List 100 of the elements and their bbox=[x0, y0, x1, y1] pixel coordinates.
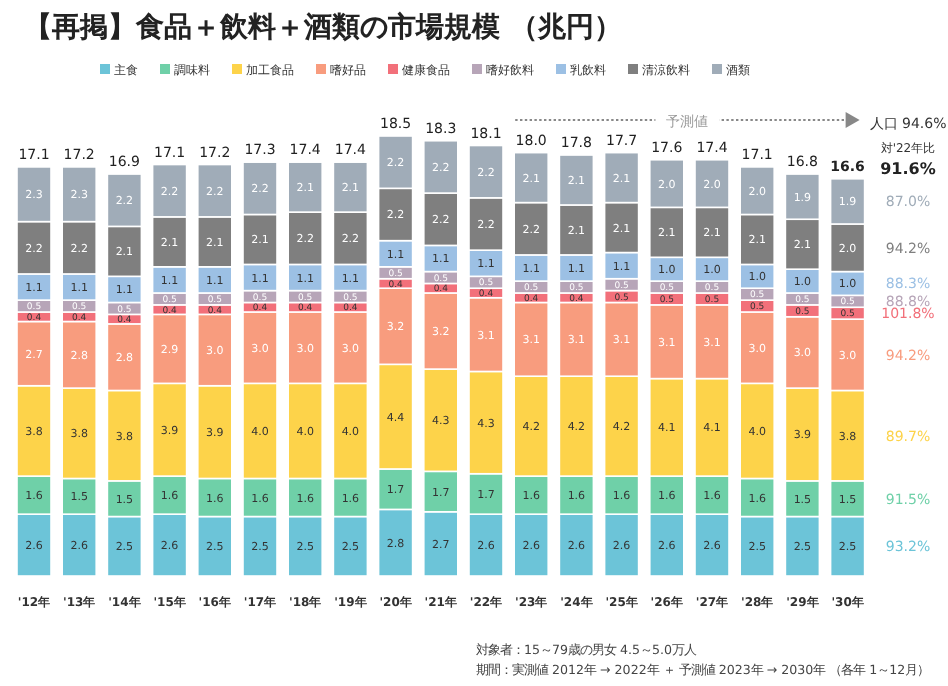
bar bbox=[287, 211, 323, 266]
bar bbox=[649, 475, 685, 515]
bar bbox=[106, 323, 143, 392]
bar bbox=[151, 313, 188, 385]
bar bbox=[829, 223, 866, 273]
bar bbox=[332, 311, 369, 385]
bar bbox=[603, 251, 640, 280]
bar bbox=[197, 216, 233, 268]
bar bbox=[784, 315, 821, 389]
bar bbox=[423, 368, 459, 473]
bar bbox=[151, 163, 188, 218]
bar bbox=[558, 301, 595, 378]
bar bbox=[649, 304, 685, 380]
bar bbox=[287, 161, 323, 213]
bar bbox=[197, 515, 233, 577]
bar bbox=[739, 311, 775, 385]
bar bbox=[513, 151, 549, 204]
bar bbox=[377, 508, 414, 577]
bar bbox=[513, 513, 549, 577]
bar bbox=[16, 273, 52, 301]
bar bbox=[649, 513, 685, 577]
bar bbox=[61, 220, 97, 275]
bar bbox=[151, 513, 188, 577]
chart-title: 【再掲】食品＋飲料＋酒類の市場規模 （兆円） bbox=[24, 10, 622, 44]
bar bbox=[106, 225, 143, 278]
bar bbox=[287, 515, 323, 577]
bar bbox=[151, 382, 188, 477]
bar bbox=[468, 472, 504, 515]
bar bbox=[558, 513, 595, 577]
bar bbox=[16, 475, 52, 515]
bar bbox=[377, 287, 414, 366]
bar bbox=[197, 384, 233, 480]
bar bbox=[513, 254, 549, 282]
bar bbox=[106, 173, 143, 228]
bar bbox=[106, 515, 143, 577]
bar bbox=[784, 173, 821, 221]
bar bbox=[603, 151, 640, 204]
bar bbox=[829, 318, 866, 392]
bar bbox=[242, 382, 278, 480]
bar bbox=[377, 468, 414, 511]
bar bbox=[513, 301, 549, 378]
bar bbox=[829, 178, 866, 225]
bar bbox=[332, 211, 369, 266]
bar bbox=[558, 204, 595, 256]
bar bbox=[694, 304, 730, 380]
bar bbox=[287, 263, 323, 292]
bar bbox=[287, 477, 323, 518]
bar bbox=[61, 166, 97, 223]
bar bbox=[106, 389, 143, 482]
bar bbox=[468, 249, 504, 278]
bar bbox=[694, 206, 730, 259]
bar bbox=[61, 273, 97, 301]
bar bbox=[423, 292, 459, 370]
bar bbox=[468, 370, 504, 475]
bar bbox=[287, 382, 323, 480]
bar bbox=[242, 161, 278, 216]
bar bbox=[468, 296, 504, 373]
bar bbox=[739, 382, 775, 480]
bar bbox=[423, 510, 459, 577]
bar bbox=[16, 166, 52, 223]
bar bbox=[242, 515, 278, 577]
bar bbox=[197, 477, 233, 518]
bar bbox=[784, 218, 821, 270]
bar bbox=[332, 515, 369, 577]
bar bbox=[332, 382, 369, 480]
bar bbox=[649, 377, 685, 477]
bar bbox=[694, 513, 730, 577]
bar bbox=[694, 158, 730, 209]
bar bbox=[377, 239, 414, 268]
bar bbox=[332, 161, 369, 213]
bar bbox=[16, 320, 52, 387]
bar bbox=[784, 387, 821, 482]
bar bbox=[242, 311, 278, 385]
bar bbox=[16, 513, 52, 577]
bar bbox=[16, 220, 52, 275]
bar bbox=[603, 201, 640, 254]
bar bbox=[513, 475, 549, 515]
bar bbox=[694, 377, 730, 477]
bar bbox=[197, 163, 233, 218]
bar bbox=[513, 375, 549, 477]
bar bbox=[829, 515, 866, 577]
bar bbox=[468, 197, 504, 251]
bar bbox=[784, 515, 821, 577]
text: 91.6% bbox=[880, 160, 936, 178]
bar bbox=[61, 513, 97, 577]
bar bbox=[739, 515, 775, 577]
bar bbox=[377, 187, 414, 242]
bar bbox=[61, 477, 97, 515]
bar bbox=[558, 154, 595, 206]
bar bbox=[151, 216, 188, 268]
bar bbox=[242, 263, 278, 292]
bar bbox=[739, 477, 775, 518]
bar bbox=[603, 375, 640, 477]
bar bbox=[423, 244, 459, 273]
bar bbox=[242, 213, 278, 266]
bar bbox=[603, 513, 640, 577]
bar bbox=[377, 135, 414, 190]
bar bbox=[61, 387, 97, 480]
bar bbox=[287, 311, 323, 385]
bar bbox=[739, 213, 775, 266]
